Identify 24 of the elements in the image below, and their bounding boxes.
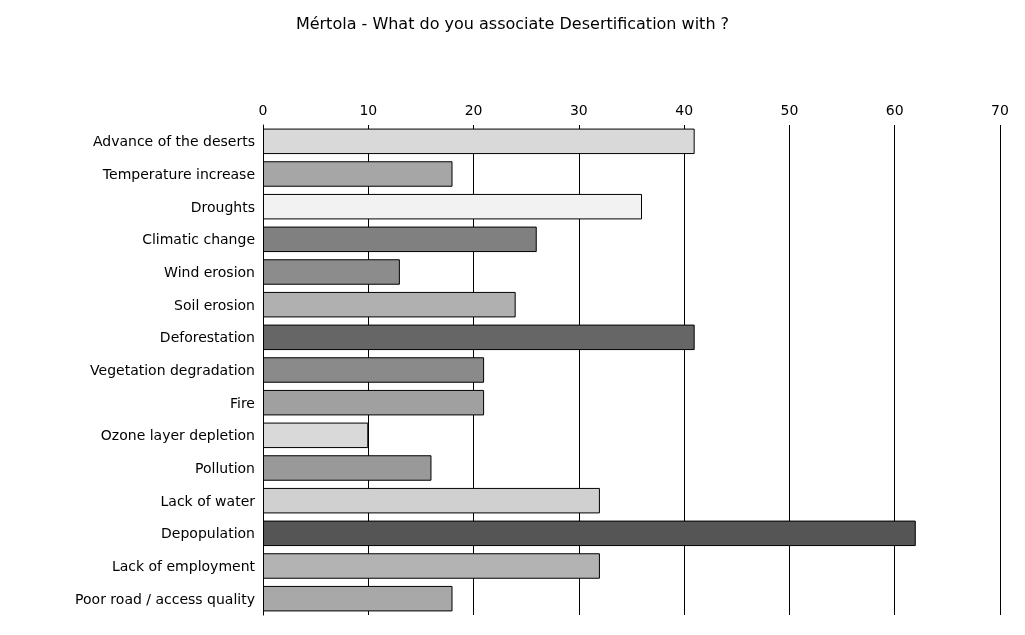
y-tick-label: Climatic change	[142, 231, 255, 248]
x-tick-label: 0	[258, 102, 268, 118]
y-tick-label: Droughts	[190, 198, 255, 215]
y-tick-label: Lack of water	[160, 492, 256, 509]
y-tick-label: Wind erosion	[164, 264, 255, 280]
y-tick-label: Depopulation	[161, 525, 255, 542]
x-tick-label: 20	[464, 102, 483, 118]
y-tick-label: Deforestation	[159, 329, 255, 346]
x-tick-label: 60	[885, 102, 904, 118]
x-tick-label: 70	[991, 102, 1009, 118]
x-tick-label: 50	[780, 102, 799, 118]
y-tick-label: Pollution	[195, 460, 255, 476]
y-tick-label: Lack of employment	[111, 558, 256, 574]
y-tick-label: Advance of the deserts	[92, 133, 255, 150]
x-tick-label: 10	[359, 102, 378, 118]
y-tick-label: Soil erosion	[174, 296, 255, 313]
y-tick-label: Vegetation degradation	[90, 362, 255, 378]
y-tick-label: Temperature increase	[101, 166, 255, 182]
x-tick-label: 40	[675, 102, 694, 118]
y-tick-label: Fire	[230, 394, 255, 411]
x-tick-label: 30	[569, 102, 588, 118]
chart-title: Mértola - What do you associate Desertification with ?	[295, 13, 730, 33]
y-tick-label: Poor road / access quality	[75, 590, 255, 607]
y-tick-label: Ozone layer depletion	[100, 427, 255, 444]
